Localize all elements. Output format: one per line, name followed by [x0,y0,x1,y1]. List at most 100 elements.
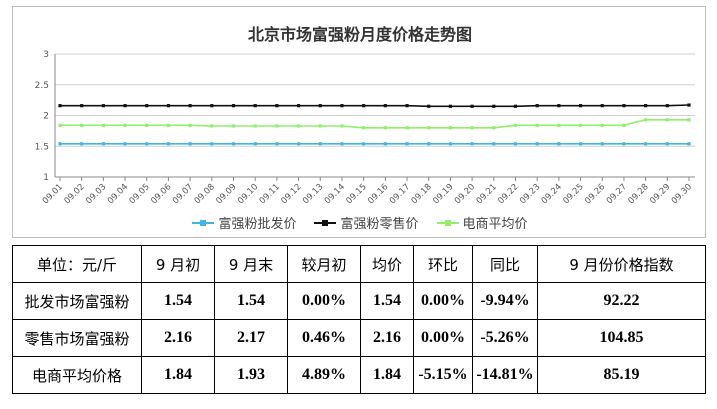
table-cell: 2.16 [360,319,414,357]
data-point [253,124,257,128]
data-point [80,142,84,146]
legend-swatch-wholesale [192,218,215,228]
table-header-cell: 9 月初 [141,245,215,283]
data-point [188,104,192,108]
data-point [622,142,626,146]
table-row: 零售市场富强粉 2.16 2.17 0.46% 2.16 0.00% -5.26… [12,319,706,357]
table-header-cell: 9 月份价格指数 [537,245,706,283]
table-row-label: 批发市场富强粉 [12,282,142,320]
y-tick-label: 3 [43,50,49,60]
y-tick-label: 2 [43,112,49,122]
data-point [665,104,669,108]
legend-swatch-retail [314,218,337,228]
x-tick-label: 09.04 [106,182,130,206]
table-row-label: 零售市场富强粉 [12,319,142,357]
data-point [513,142,518,146]
x-tick-label: 09.28 [626,182,650,206]
legend-label-ecommerce: 电商平均价 [462,217,528,232]
data-point [123,104,127,108]
table-header-cell: 单位：元/斤 [12,245,142,283]
x-tick-label: 09.21 [475,182,499,206]
x-tick-label: 09.17 [388,182,412,206]
chart-title: 北京市场富强粉月度价格走势图 [247,25,472,44]
data-point [80,123,84,127]
table-cell: 1.84 [360,356,414,394]
data-point [145,142,149,146]
data-point [101,142,105,146]
data-point [253,142,257,146]
y-tick-label: 1 [43,173,49,183]
data-point [622,104,626,108]
x-tick-label: 09.22 [496,182,520,206]
table-header-cell: 环比 [413,245,473,283]
data-point [145,123,149,127]
data-point [644,118,648,122]
data-point [362,142,366,146]
x-tick-label: 09.26 [583,182,607,206]
x-tick-label: 09.13 [301,182,325,206]
data-point [58,104,62,108]
data-point [665,142,669,146]
data-point [231,124,236,128]
data-point [492,142,496,146]
data-point [123,123,127,127]
table-header-cell: 同比 [472,245,538,283]
data-point [427,104,431,108]
data-point [513,104,518,108]
data-point [210,104,214,108]
data-point [535,123,539,127]
data-point [557,104,561,108]
data-point [448,126,453,130]
legend-item-retail[interactable]: 富强粉零售价 [314,213,419,232]
data-point [101,104,105,108]
x-tick-label: 09.24 [540,182,564,206]
data-point [578,104,583,108]
legend-item-wholesale[interactable]: 富强粉批发价 [192,213,296,232]
x-tick-label: 09.19 [431,182,455,206]
data-point [166,123,171,127]
x-tick-label: 09.01 [41,182,65,206]
legend-swatch-ecommerce [436,218,459,228]
table-row: 批发市场富强粉 1.54 1.54 0.00% 1.54 0.00% -9.94… [12,282,706,320]
table-header-cell: 均价 [360,245,414,283]
data-point [427,126,431,130]
data-point [318,124,322,128]
data-point [275,142,279,146]
x-tick-label: 09.16 [366,182,390,206]
y-tick-label: 2.5 [35,81,49,91]
data-point [123,142,127,146]
chart-legend: 富强粉批发价 富强粉零售价 电商平均价 [13,213,707,232]
data-point [383,126,387,130]
table-header-cell: 较月初 [287,245,361,283]
data-point [644,104,648,108]
data-point [492,104,496,108]
table-cell: -5.26% [472,319,538,357]
x-tick-label: 09.02 [63,182,87,206]
table-cell: 1.93 [214,356,288,394]
data-point [513,123,518,127]
table-cell: 1.54 [214,282,288,320]
data-point [665,118,669,122]
data-point [687,142,691,146]
data-point [383,142,387,146]
table-cell: 104.85 [537,319,706,357]
data-point [296,124,301,128]
x-tick-label: 09.06 [149,182,173,206]
x-tick-label: 09.29 [648,182,672,206]
data-point [166,104,171,108]
data-point [448,142,453,146]
data-point [362,104,366,108]
table-cell: -5.15% [413,356,473,394]
data-point [80,104,84,108]
data-point [166,142,171,146]
legend-item-ecommerce[interactable]: 电商平均价 [436,213,528,232]
table-cell: 2.17 [214,319,288,357]
data-point [600,142,604,146]
data-point [58,142,62,146]
table-cell: 0.00% [287,282,361,320]
table-cell: 1.84 [141,356,215,394]
data-point [275,124,279,128]
line-chart: 11.522.5309.0109.0209.0309.0409.0509.060… [35,50,695,206]
data-point [318,142,322,146]
table-cell: 2.16 [141,319,215,357]
